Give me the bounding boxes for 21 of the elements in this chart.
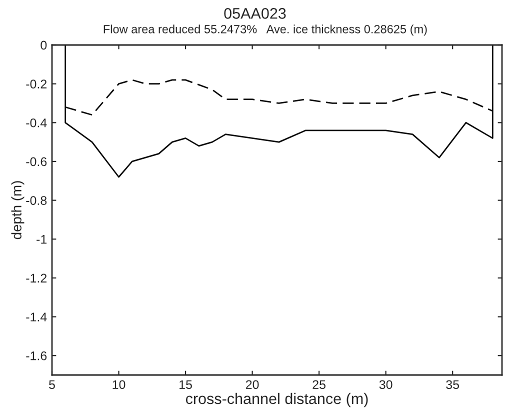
line-series: [64, 45, 494, 178]
x-tick-label: 35: [446, 380, 460, 390]
y-tick-label: -0.6: [26, 157, 47, 166]
x-tick-label: 10: [112, 380, 126, 390]
y-axis-title: depth (m): [11, 181, 24, 240]
y-tick-label: -0.8: [26, 196, 47, 205]
y-tick-label: 0: [40, 40, 47, 50]
x-tick-label: 15: [180, 380, 192, 390]
y-tick-label: -1.4: [26, 312, 47, 322]
x-tick-label: 5: [49, 380, 55, 390]
x-tick-label: 20: [246, 380, 259, 390]
chart-subtitle: Flow area reduced 55.2473% Ave. ice thickness 0.28625 (m): [104, 24, 427, 36]
y-tick-label: -1.6: [26, 351, 47, 360]
chart-title: 05AA023: [224, 8, 286, 19]
y-tick-label: -1: [36, 235, 47, 244]
y-tick-label: -0.4: [26, 118, 47, 128]
x-axis-title: cross-channel distance (m): [186, 392, 368, 408]
y-tick-label: -1.2: [26, 274, 47, 282]
y-tick-label: -0.2: [26, 80, 47, 88]
x-tick-label: 25: [312, 380, 326, 390]
x-tick-label: 30: [379, 380, 392, 390]
